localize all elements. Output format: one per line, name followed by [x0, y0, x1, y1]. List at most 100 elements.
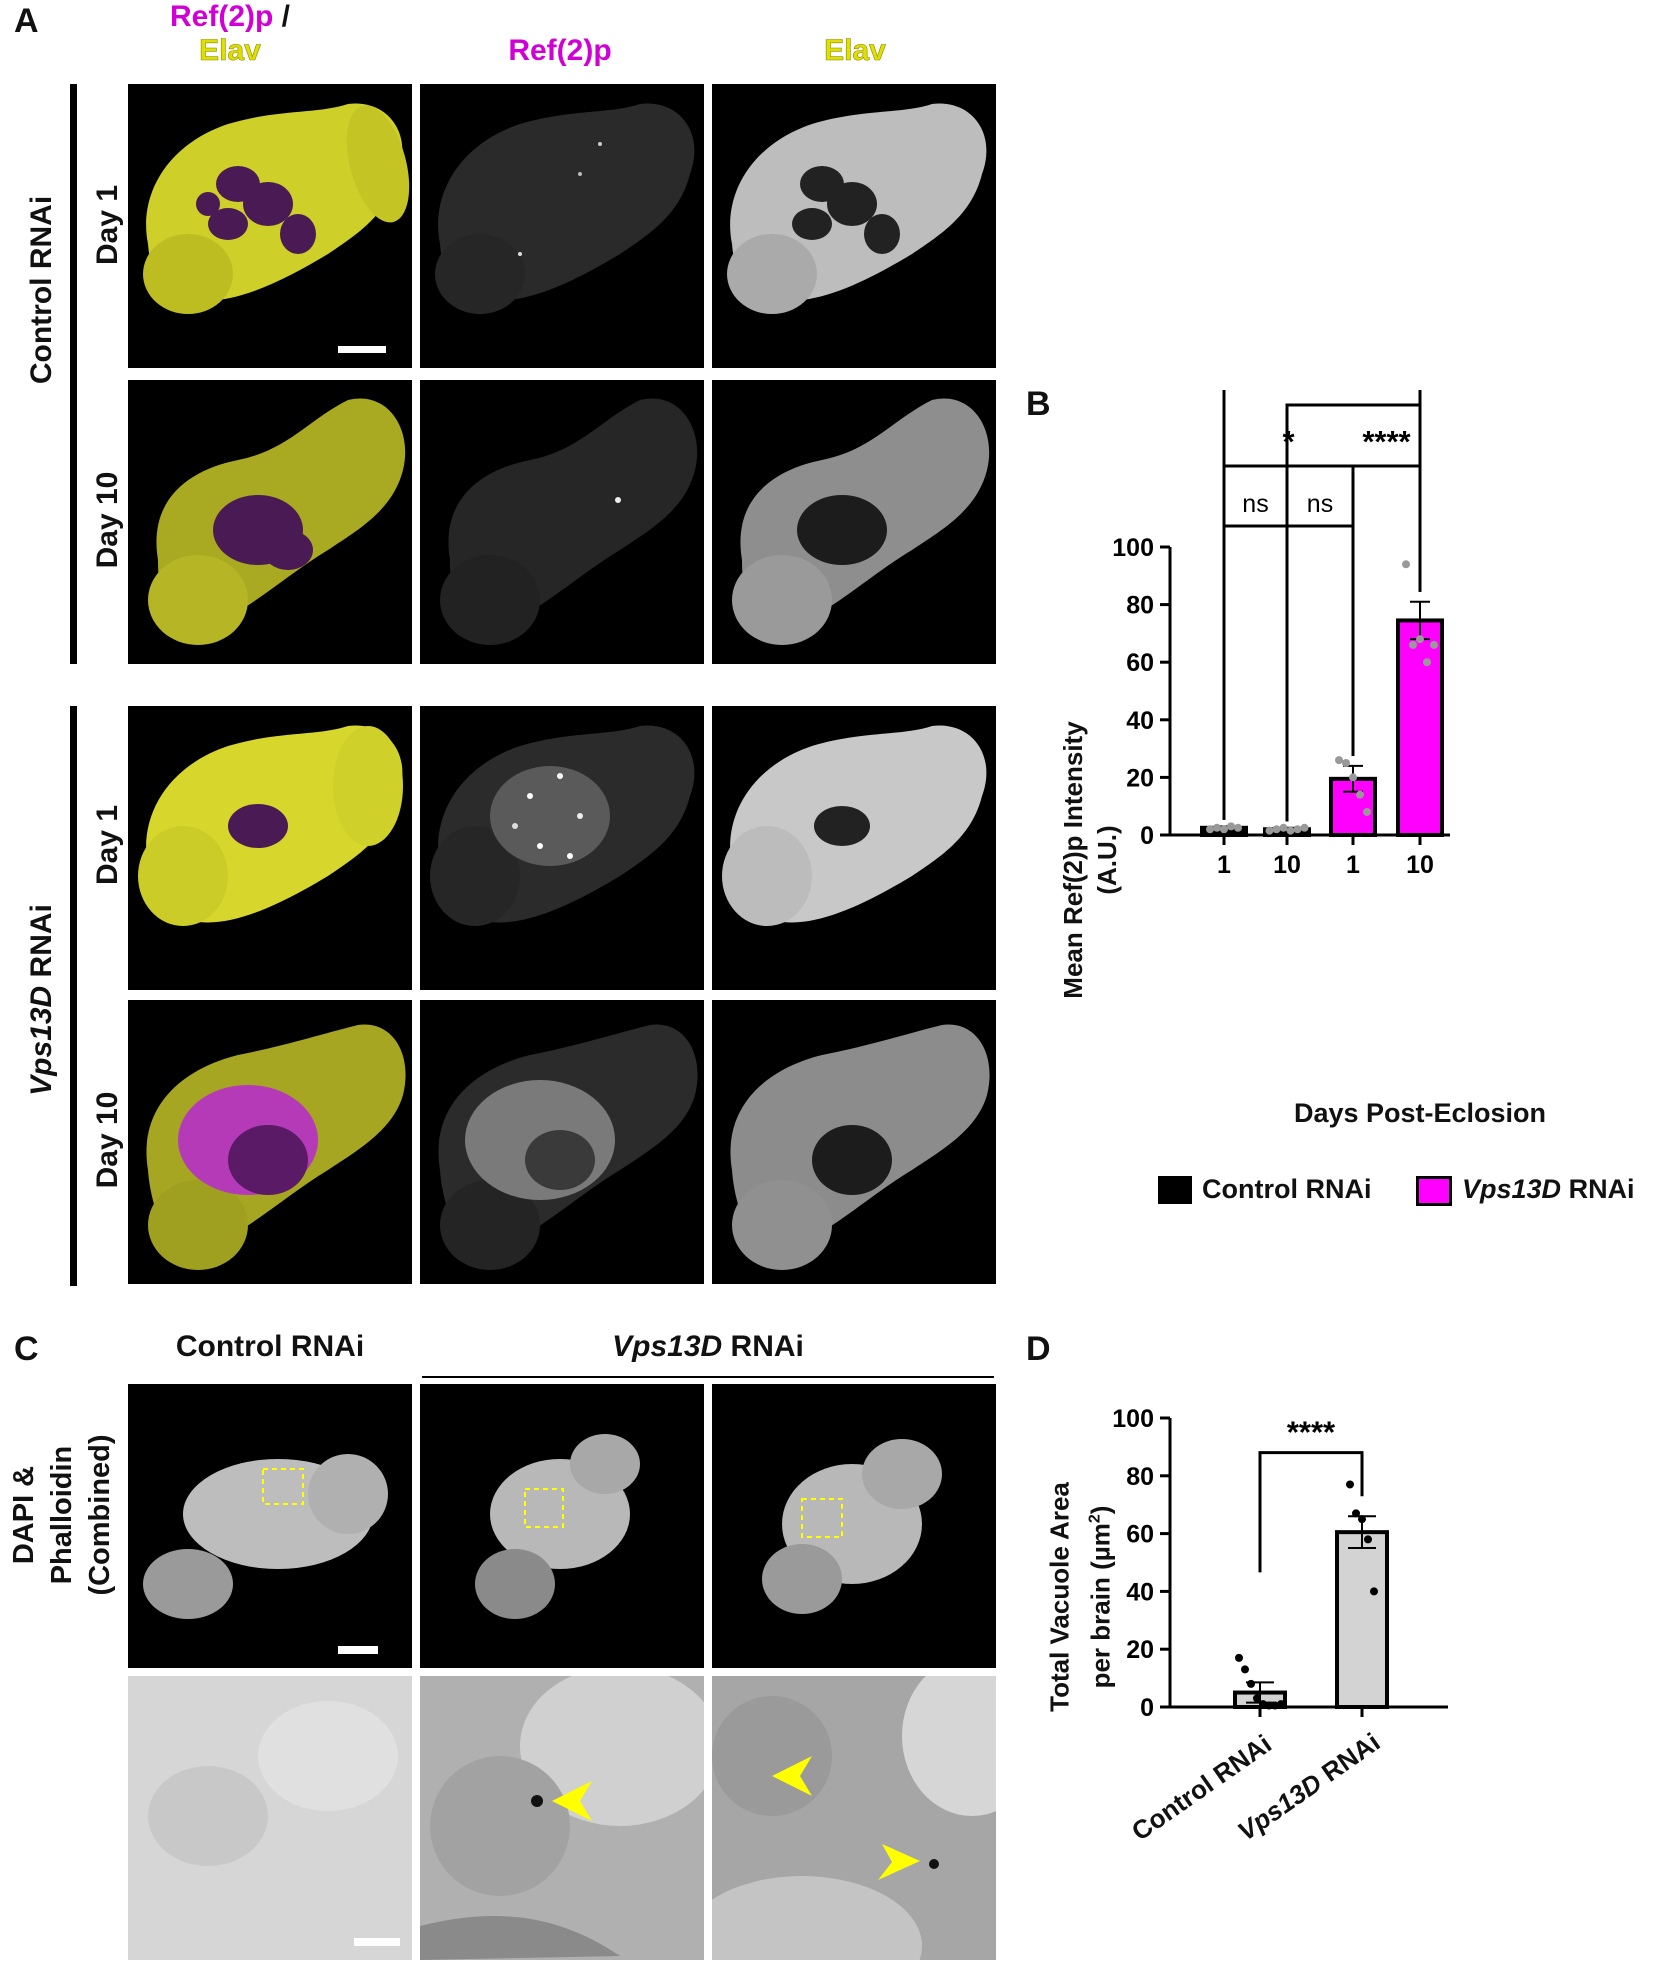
vps-group-label: Vps13D RNAi — [25, 904, 59, 1096]
chart-b-point — [1349, 773, 1357, 782]
panel-a-header-elav: Elav — [824, 34, 886, 68]
sig-bracket-1v2-label: ns — [1242, 490, 1268, 518]
chart-b-ytick-label: 80 — [1126, 592, 1154, 620]
sig-bracket-3v4-label: **** — [1362, 424, 1411, 459]
chart-b-point — [1416, 635, 1424, 644]
chart-b-xtick-label: 1 — [1217, 851, 1231, 879]
chart-b-xtick-label: 1 — [1346, 851, 1360, 879]
chart-b-point — [1286, 826, 1295, 835]
micrograph-c-vps-zoom-1 — [420, 1676, 704, 1960]
vps-italic: Vps13D — [25, 985, 58, 1096]
chart-d-point — [1358, 1515, 1366, 1524]
chart-b-point — [1220, 825, 1228, 834]
side-line1: DAPI & — [8, 1465, 40, 1565]
legend-vps-rest: RNAi — [1561, 1174, 1635, 1204]
micrograph-vps-day10-ref2p — [420, 1000, 704, 1284]
chart-b-ytick-label: 0 — [1140, 822, 1154, 850]
header-elav-text: Elav — [199, 34, 261, 68]
chart-d-point — [1247, 1679, 1255, 1688]
legend-swatch-control — [1158, 1176, 1192, 1204]
scale-bar-c — [338, 1646, 378, 1654]
chart-b-bar — [1396, 618, 1444, 837]
chart-b-point — [1227, 822, 1235, 831]
vps-rest: RNAi — [25, 904, 58, 986]
sig-bracket-2v3 — [1285, 524, 1355, 822]
side-line2: Phalloidin — [46, 1445, 78, 1585]
arrowhead-icon — [878, 1844, 920, 1880]
chart-d-ytick-label: 0 — [1140, 1694, 1154, 1722]
chart-b-point — [1206, 825, 1214, 834]
chart-d-point — [1259, 1700, 1267, 1709]
sig-bracket-2v3-label: ns — [1307, 490, 1333, 518]
vps-group-bar — [70, 706, 77, 1286]
panel-b-label: B — [1026, 385, 1051, 423]
header-slash: / — [273, 0, 290, 33]
chart-d-point — [1271, 1701, 1279, 1710]
micrograph-c-vps-zoom-2 — [712, 1676, 996, 1960]
chart-b-ytick-label: 60 — [1126, 649, 1154, 677]
chart-d-point — [1364, 1535, 1372, 1544]
chart-b-point — [1335, 756, 1343, 765]
chart-b-ytick-label: 40 — [1126, 707, 1154, 735]
micrograph-vps-day10-merge — [128, 1000, 412, 1284]
chart-b-xtick-label: 10 — [1273, 851, 1301, 879]
panel-c-vps-rest: RNAi — [722, 1330, 804, 1363]
micrograph-vps-day1-ref2p — [420, 706, 704, 990]
micrograph-vps-day10-elav — [712, 1000, 996, 1284]
chart-b-point — [1265, 826, 1274, 835]
panel-c-vps-italic: Vps13D — [612, 1330, 723, 1363]
chart-b-xtick-label: 10 — [1406, 851, 1434, 879]
row-label-control-day1: Day 1 — [91, 184, 124, 266]
legend-label-control: Control RNAi — [1202, 1174, 1372, 1204]
chart-d-sig-bracket — [1258, 1451, 1364, 1573]
panel-c-side-label: DAPI & Phalloidin (Combined) — [5, 1434, 119, 1595]
micrograph-c-vps-overview-2 — [712, 1384, 996, 1668]
micrograph-vps-day1-merge — [128, 706, 412, 990]
chart-d-ylabel-line2: per brain (µm — [1085, 1523, 1116, 1689]
chart-b-point — [1279, 823, 1288, 832]
chart-d-ytick-label: 100 — [1112, 1405, 1154, 1433]
micrograph-c-control-zoom — [128, 1676, 412, 1960]
chart-b-point — [1272, 825, 1281, 834]
row-label-vps-day1: Day 1 — [91, 804, 124, 886]
chart-b-ylabel-line1: Mean Ref(2)p Intensity — [1058, 721, 1088, 999]
chart-d-point — [1235, 1653, 1243, 1662]
panel-c-header-control: Control RNAi — [175, 1330, 365, 1363]
chart-d-point — [1277, 1700, 1285, 1709]
micrograph-control-day1-ref2p — [420, 84, 704, 368]
panel-a-header-ref2p: Ref(2)p — [508, 34, 612, 67]
chart-d-point — [1241, 1665, 1249, 1674]
panel-c-label: C — [14, 1330, 39, 1368]
legend-vps-italic: Vps13D — [1462, 1174, 1562, 1204]
micrograph-control-day10-ref2p — [420, 380, 704, 664]
legend-label-vps: Vps13D RNAi — [1462, 1174, 1635, 1205]
side-line3: (Combined) — [84, 1434, 116, 1596]
micrograph-c-control-overview — [128, 1384, 412, 1668]
sig-bracket-2v4-label: **** — [1329, 390, 1378, 398]
panel-c-header-underline — [422, 1376, 994, 1378]
micrograph-control-day10-elav — [712, 380, 996, 664]
chart-d-point — [1352, 1509, 1360, 1518]
chart-d-svg: 0 20 40 60 80 100 **** — [1112, 1405, 1448, 1722]
sig-bracket-1v3-label: * — [1282, 424, 1295, 459]
row-label-control-day10: Day 10 — [91, 471, 124, 569]
chart-d-ytick-label: 60 — [1126, 1521, 1154, 1549]
chart-d-ytick-label: 80 — [1126, 1463, 1154, 1491]
chart-b-ylabel-line2: (A.U.) — [1092, 825, 1122, 895]
arrowhead-icon — [772, 1756, 812, 1796]
chart-b-point — [1356, 790, 1364, 799]
chart-d-point — [1370, 1587, 1378, 1596]
micrograph-c-vps-overview-1 — [420, 1384, 704, 1668]
chart-b-point — [1402, 560, 1410, 569]
chart-d-ylabel-line1: Total Vacuole Area — [1044, 1482, 1075, 1712]
panel-d-label: D — [1026, 1330, 1051, 1368]
legend-swatch-vps — [1416, 1176, 1452, 1206]
chart-d-ytick-label: 20 — [1126, 1636, 1154, 1664]
chart-d-point — [1346, 1480, 1354, 1489]
arrowhead-icon — [552, 1781, 592, 1821]
chart-b-point — [1300, 823, 1309, 832]
panel-a-header-merge: Ref(2)p / Elav — [120, 0, 340, 68]
control-group-bar — [70, 84, 77, 664]
micrograph-vps-day1-elav — [712, 706, 996, 990]
